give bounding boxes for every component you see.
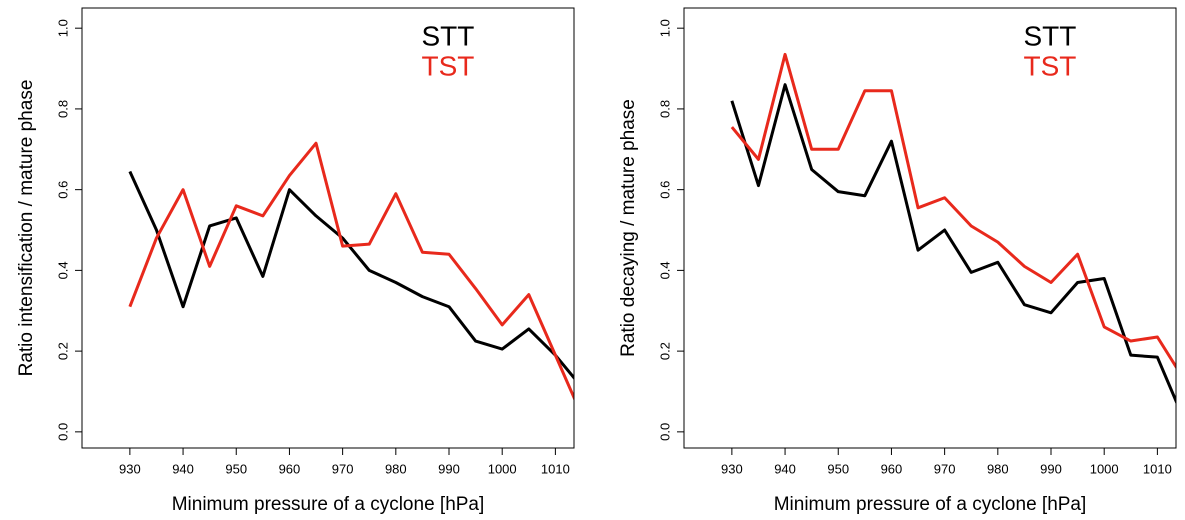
- y-tick-label: 0.4: [657, 261, 672, 279]
- plot-area: [730, 52, 1176, 405]
- x-tick-label: 970: [332, 461, 354, 476]
- x-tick-label: 950: [225, 461, 247, 476]
- x-tick-label: 990: [438, 461, 460, 476]
- x-tick-label: 930: [721, 461, 743, 476]
- series-line: [128, 141, 574, 402]
- y-axis-title: Ratio decaying / mature phase: [618, 99, 639, 357]
- legend-label: STT: [421, 20, 474, 51]
- series-line: [730, 83, 1176, 405]
- x-axis-title: Minimum pressure of a cyclone [hPa]: [774, 494, 1087, 515]
- y-tick-label: 0.2: [55, 342, 70, 360]
- legend-label: TST: [1023, 50, 1076, 81]
- legend-label: TST: [421, 50, 474, 81]
- x-axis-title: Minimum pressure of a cyclone [hPa]: [172, 494, 485, 515]
- series-line: [730, 52, 1176, 370]
- x-tick-label: 960: [881, 461, 903, 476]
- y-tick-label: 0.2: [657, 342, 672, 360]
- x-tick-label: 990: [1040, 461, 1062, 476]
- x-tick-label: 1010: [541, 461, 570, 476]
- x-tick-label: 980: [987, 461, 1009, 476]
- y-tick-label: 0.4: [55, 261, 70, 279]
- series-line: [128, 170, 574, 381]
- x-tick-label: 1000: [488, 461, 517, 476]
- plot-frame: [683, 7, 1177, 449]
- y-tick-label: 0.6: [55, 181, 70, 199]
- y-tick-label: 0.0: [657, 423, 672, 441]
- y-tick-label: 1.0: [55, 19, 70, 37]
- y-tick-label: 0.0: [55, 423, 70, 441]
- x-tick-label: 960: [279, 461, 301, 476]
- plot-frame: [81, 7, 575, 449]
- x-tick-label: 980: [385, 461, 407, 476]
- x-tick-label: 940: [172, 461, 194, 476]
- x-tick-label: 950: [827, 461, 849, 476]
- y-axis-title: Ratio intensification / mature phase: [16, 80, 37, 377]
- x-tick-label: 1000: [1090, 461, 1119, 476]
- y-tick-label: 0.6: [657, 181, 672, 199]
- x-tick-label: 1010: [1143, 461, 1172, 476]
- y-tick-label: 1.0: [657, 19, 672, 37]
- x-tick-label: 930: [119, 461, 141, 476]
- legend-label: STT: [1023, 20, 1076, 51]
- y-tick-label: 0.8: [55, 100, 70, 118]
- x-tick-label: 940: [774, 461, 796, 476]
- plot-area: [128, 141, 574, 402]
- x-tick-label: 970: [934, 461, 956, 476]
- y-tick-label: 0.8: [657, 100, 672, 118]
